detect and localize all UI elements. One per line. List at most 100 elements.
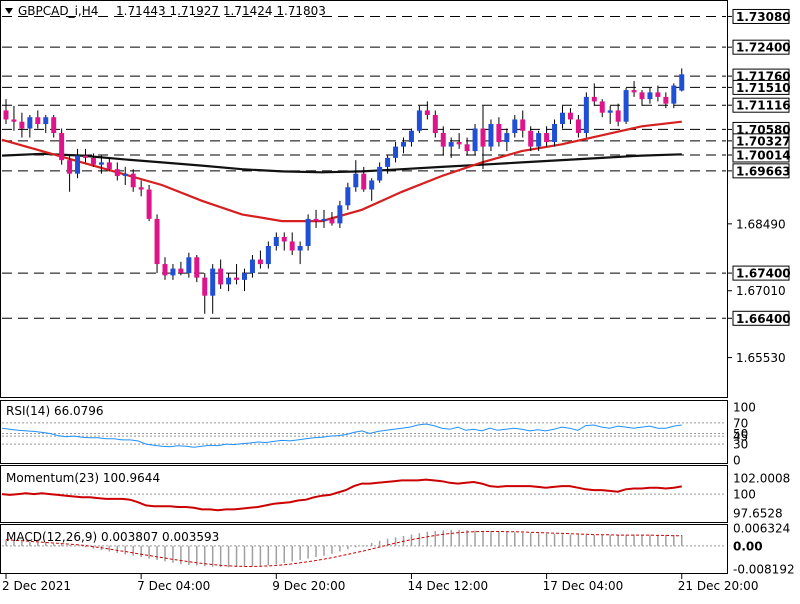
macd-tick-label: 0.006324 (733, 522, 790, 536)
bull-candle (472, 128, 478, 152)
bull-candle (416, 110, 422, 131)
bear-candle (464, 144, 470, 152)
bear-candle (257, 259, 263, 265)
bull-candle (337, 205, 343, 224)
bear-candle (329, 218, 335, 224)
level-label-box (732, 97, 790, 113)
bear-candle (146, 189, 152, 219)
bull-candle (408, 130, 414, 143)
rsi-title: RSI(14) 66.0796 (6, 404, 104, 418)
bull-candle (345, 187, 351, 206)
momentum-indicator: 102.0008 100 97.6528 (1, 472, 790, 521)
bull-candle (393, 146, 399, 158)
bull-candle (552, 123, 558, 143)
bull-candle (377, 166, 383, 181)
bull-candle (27, 117, 33, 129)
bear-candle (440, 133, 446, 147)
bull-candle (226, 277, 232, 285)
rsi-tick-label: 100 (733, 401, 756, 415)
rsi-tick-label: 0 (733, 454, 741, 468)
rsi-line (1, 423, 682, 448)
level-label-box (732, 8, 790, 24)
bull-candle (249, 259, 255, 274)
macd-tick-label: 0.00 (733, 539, 763, 553)
level-label-box (732, 39, 790, 55)
bull-candle (297, 245, 303, 251)
bear-candle (114, 169, 120, 176)
bear-candle (3, 110, 9, 120)
bear-candle (544, 133, 550, 143)
bull-candle (512, 119, 518, 134)
bull-candle (504, 133, 510, 143)
bull-candle (321, 218, 327, 222)
momentum-line (1, 478, 682, 512)
time-tick-label: 21 Dec 20:00 (678, 579, 759, 593)
price-tick-label: 1.66400 (736, 312, 791, 326)
bull-candle (122, 173, 128, 176)
bear-candle (289, 241, 295, 251)
price-tick-label: 1.73080 (736, 10, 791, 24)
time-tick-label: 9 Dec 20:00 (272, 579, 345, 593)
dropdown-triangle-icon[interactable] (5, 8, 13, 14)
level-label-box (732, 265, 790, 281)
price-tick-label: 1.71116 (736, 99, 791, 113)
bear-candle (456, 142, 462, 145)
price-tick-label: 1.69663 (736, 164, 791, 178)
bear-candle (138, 187, 144, 190)
bear-candle (11, 119, 17, 122)
rsi-tick-label: 70 (733, 416, 748, 430)
bear-candle (83, 155, 88, 158)
momentum-panel (0, 465, 728, 523)
bear-candle (154, 218, 160, 265)
bear-candle (599, 101, 605, 113)
bear-candle (631, 90, 637, 93)
price-tick-label: 1.72400 (736, 41, 791, 55)
rsi-tick-label: 50 (733, 427, 748, 441)
bear-candle (35, 117, 41, 124)
symbol-label: GBPCAD_i,H4 (18, 4, 98, 18)
bear-candle (281, 236, 287, 242)
ma-slow-line (1, 152, 682, 174)
level-label-box (732, 310, 790, 326)
bull-candle (401, 142, 406, 147)
bear-candle (313, 218, 319, 222)
bear-candle (615, 110, 621, 122)
bear-candle (218, 268, 224, 285)
bull-candle (671, 85, 677, 104)
price-axis: 1.730801.724001.717601.715101.711161.705… (727, 8, 791, 365)
macd-panel (0, 524, 728, 574)
macd-signal-line (5, 531, 682, 567)
candlesticks (3, 68, 685, 314)
bear-candle (51, 117, 57, 134)
bear-candle (639, 92, 645, 100)
bear-candle (59, 133, 65, 161)
price-tick-label: 1.71510 (736, 81, 791, 95)
bull-candle (170, 268, 176, 276)
price-tick-label: 1.67010 (736, 284, 786, 298)
bull-candle (265, 245, 271, 265)
price-tick-label: 1.70014 (736, 148, 791, 162)
momentum-title: Momentum(23) 100.9644 (6, 471, 160, 485)
rsi-tick-label: 45 (733, 430, 748, 444)
bull-candle (488, 123, 494, 147)
bear-candle (520, 119, 526, 131)
time-axis: 2 Dec 2021 7 Dec 04:00 9 Dec 20:00 14 Dec 1… (2, 574, 758, 593)
bear-candle (202, 277, 208, 296)
bull-candle (385, 157, 391, 167)
bear-candle (361, 173, 367, 190)
bear-candle (234, 277, 240, 280)
bull-candle (242, 273, 247, 280)
bear-candle (424, 110, 430, 115)
bear-candle (480, 128, 486, 147)
time-tick-label: 7 Dec 04:00 (137, 579, 210, 593)
time-tick-label: 14 Dec 12:00 (407, 579, 488, 593)
bear-candle (575, 119, 581, 134)
macd-tick-label: -0.008192 (733, 563, 795, 577)
price-tick-label: 1.70327 (736, 134, 791, 148)
bull-candle (560, 112, 565, 124)
macd-indicator: 0.006324 0.00 -0.008192 (2, 522, 795, 577)
bear-candle (655, 92, 661, 97)
time-tick-label: 2 Dec 2021 (2, 579, 71, 593)
